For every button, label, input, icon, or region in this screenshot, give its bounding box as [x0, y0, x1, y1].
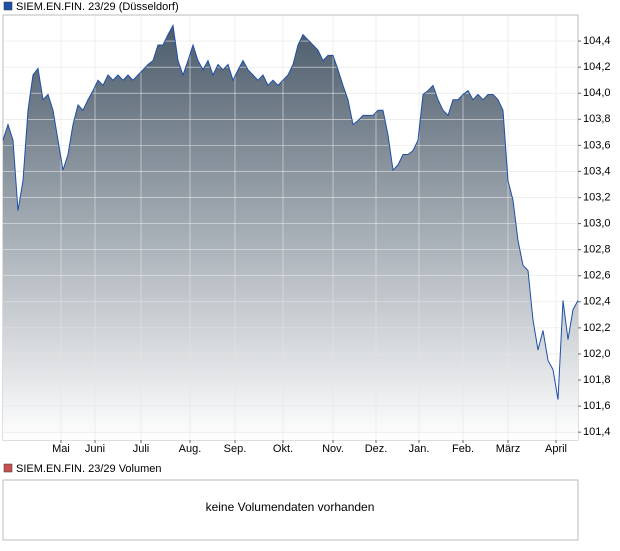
legend-swatch: [3, 1, 13, 11]
chart-title: SIEM.EN.FIN. 23/29 (Düsseldorf): [16, 1, 179, 13]
y-tick-label: 103,0: [583, 217, 611, 229]
volume-legend-swatch: [3, 463, 13, 473]
y-tick-label: 102,8: [583, 244, 611, 256]
y-tick-label: 101,8: [583, 374, 611, 386]
volume-frame: [2, 479, 579, 541]
x-tick-label: Aug.: [179, 443, 202, 455]
y-tick-label: 103,8: [583, 113, 611, 125]
x-tick-label: Juli: [133, 443, 150, 455]
x-tick-label: Juni: [85, 443, 105, 455]
y-tick-label: 102,6: [583, 270, 611, 282]
y-tick-label: 102,4: [583, 296, 611, 308]
x-tick-label: Dez.: [365, 443, 388, 455]
y-tick-label: 104,2: [583, 61, 611, 73]
volume-legend: SIEM.EN.FIN. 23/29 Volumen: [16, 463, 162, 475]
x-tick-label: Okt.: [273, 443, 293, 455]
x-tick-label: Mai: [52, 443, 70, 455]
x-tick-label: Nov.: [322, 443, 344, 455]
y-tick-label: 101,6: [583, 400, 611, 412]
price-line: [2, 23, 579, 400]
x-tick-label: Feb.: [452, 443, 474, 455]
y-tick-label: 103,2: [583, 191, 611, 203]
y-tick-label: 101,4: [583, 426, 611, 438]
volume-message: keine Volumendaten vorhanden: [206, 500, 375, 514]
x-tick-label: Sep.: [224, 443, 247, 455]
x-tick-label: Jan.: [409, 443, 430, 455]
x-tick-label: April: [545, 443, 567, 455]
y-tick-label: 104,0: [583, 87, 611, 99]
y-tick-label: 103,6: [583, 139, 611, 151]
y-tick-label: 104,4: [583, 35, 611, 47]
y-tick-label: 102,2: [583, 322, 611, 334]
area: [3, 25, 578, 441]
y-tick-label: 103,4: [583, 165, 611, 177]
x-tick-label: März: [496, 443, 520, 455]
y-tick-label: 102,0: [583, 348, 611, 360]
